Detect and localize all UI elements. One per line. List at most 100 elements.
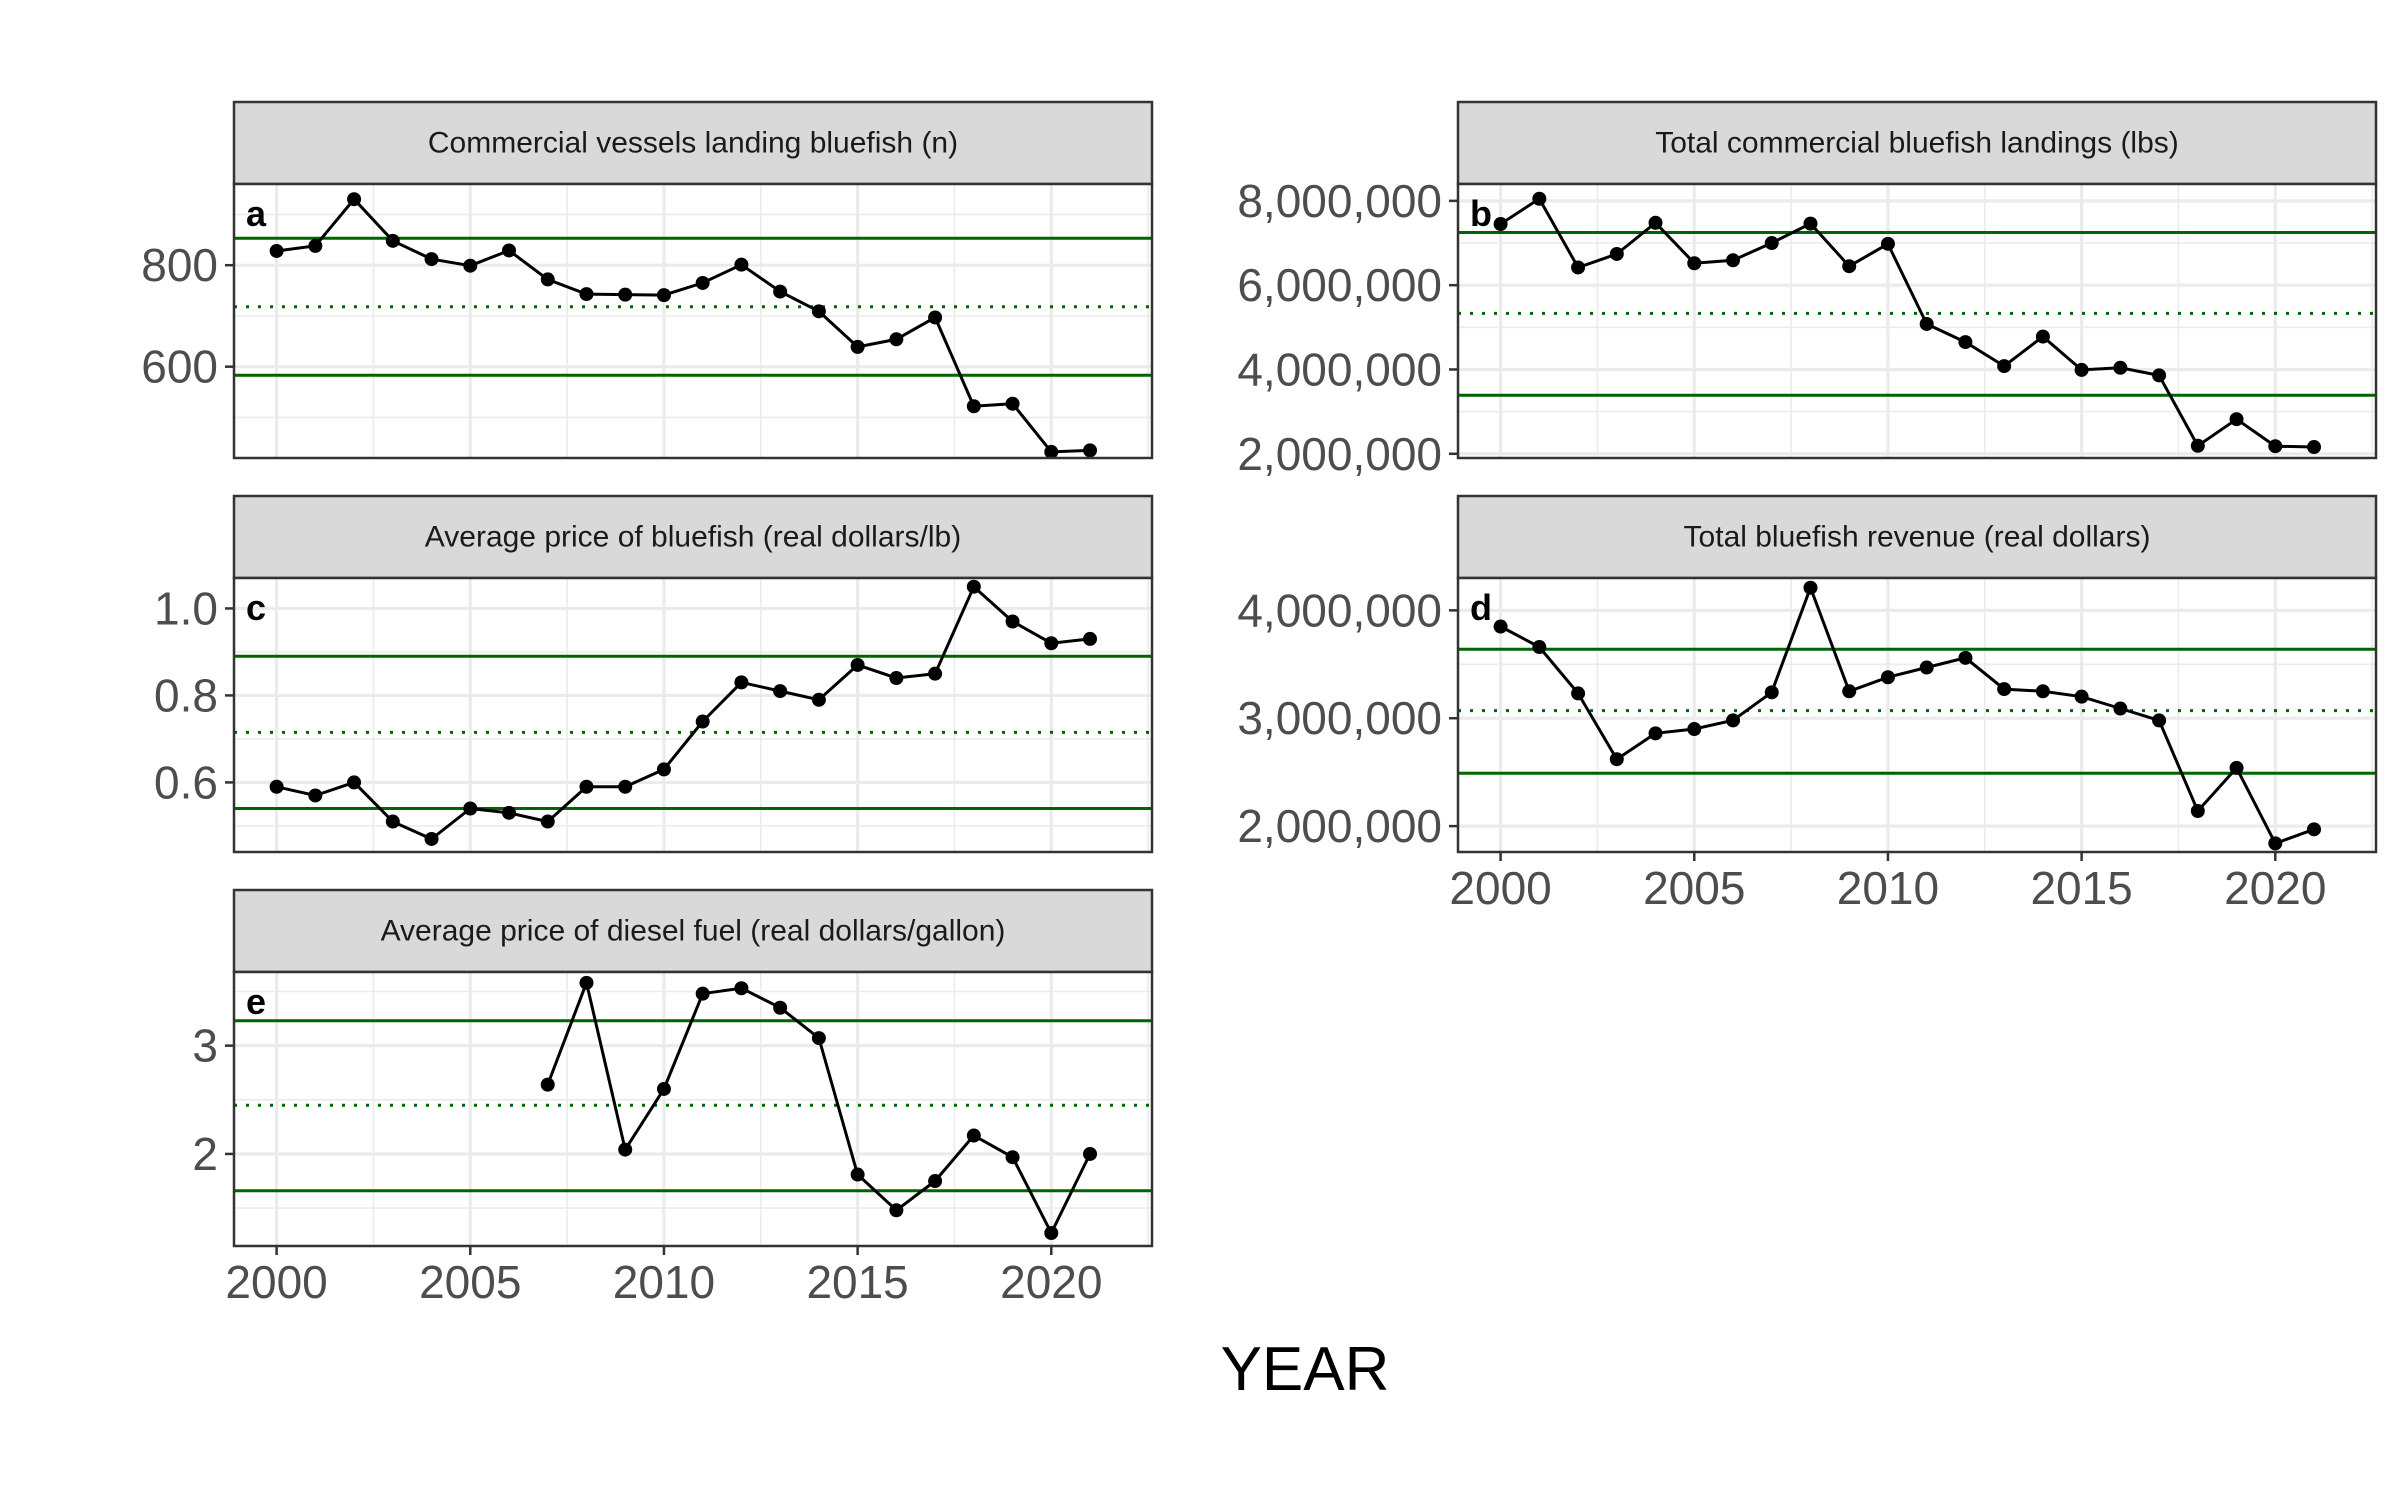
data-point: 2013: 748 — [773, 284, 788, 299]
data-point: 2013: 0.81 — [773, 684, 788, 699]
plot-area: 2000: 828 2001: 838 2002: 930 2003: 848 2004… — [234, 184, 1152, 458]
data-point: 2011: 0.74 — [695, 714, 710, 729]
data-point: 2006: 0.53 — [502, 805, 517, 820]
data-point: 2005: 0.54 — [463, 801, 478, 816]
data-point: 2002: 930 — [347, 192, 362, 207]
panel-e: Average price of diesel fuel (real dolla… — [192, 888, 1154, 1308]
data-point: 2000: 7450000 — [1493, 217, 1508, 232]
data-point: 2021: 2160000 — [2307, 440, 2322, 455]
data-point: 2006: 2980000 — [1726, 713, 1741, 728]
plot-border — [232, 576, 1154, 854]
y-tick-label: 0.6 — [154, 756, 218, 808]
data-point: 2003: 2620000 — [1609, 752, 1624, 767]
panels: Commercial vessels landing bluefish (n) 2… — [141, 100, 2378, 1308]
data-point: 2008: 3.58 — [579, 975, 594, 990]
data-point: 2001: 3660000 — [1532, 640, 1547, 655]
strip-header — [232, 100, 1154, 186]
data-point: 2019: 2540000 — [2229, 760, 2244, 775]
data-point: 2005: 2900000 — [1687, 722, 1702, 737]
series-line — [276, 196, 1091, 454]
data-point: 2010: 2.6 — [656, 1081, 671, 1096]
data-point: 2009: 742 — [618, 287, 633, 302]
data-point: 2017: 1.75 — [928, 1174, 943, 1189]
data-point: 2019: 527 — [1005, 396, 1020, 411]
data-point: 2003: 848 — [385, 233, 400, 248]
data-point: 2020: 2180000 — [2268, 439, 2283, 454]
data-point: 2002: 6420000 — [1571, 260, 1586, 275]
panel-a: Commercial vessels landing bluefish (n) 2… — [141, 100, 1154, 460]
data-point: 2007: 0.51 — [540, 814, 555, 829]
y-tick-label: 8,000,000 — [1237, 175, 1442, 227]
data-point: 2015: 639 — [850, 339, 865, 354]
plot-border — [1456, 182, 2378, 460]
series-line — [1499, 196, 2315, 449]
data-point: 2018: 522 — [966, 399, 981, 414]
y-tick-label: 1.0 — [154, 582, 218, 634]
plot-background — [1458, 578, 2376, 852]
y-tick-label: 4,000,000 — [1237, 343, 1442, 395]
data-point: 2010: 741 — [656, 288, 671, 303]
data-point: 2017: 3860000 — [2152, 368, 2167, 383]
data-point: 2007: 7000000 — [1764, 236, 1779, 251]
data-point: 2010: 6980000 — [1880, 236, 1895, 251]
data-point: 2012: 0.83 — [734, 675, 749, 690]
panel-title: Average price of bluefish (real dollars/… — [425, 521, 961, 554]
x-tick-label: 2000 — [1449, 862, 1551, 914]
data-point: 2014: 0.79 — [811, 692, 826, 707]
plot-area: 2000: 0.59 2001: 0.57 2002: 0.6 2003: 0.51 2… — [234, 578, 1152, 852]
y-tick-label: 4,000,000 — [1237, 584, 1442, 636]
data-point: 2015: 3200000 — [2074, 689, 2089, 704]
y-tick-label: 600 — [141, 341, 218, 393]
panel-b: Total commercial bluefish landings (lbs)… — [1237, 100, 2378, 480]
data-point: 2021: 1970000 — [2307, 822, 2322, 837]
data-point: 2008: 743 — [579, 287, 594, 302]
strip-header — [232, 888, 1154, 974]
data-point: 2004: 2860000 — [1648, 726, 1663, 741]
data-point: 2000: 828 — [269, 243, 284, 258]
data-point: 2017: 2980000 — [2152, 713, 2167, 728]
data-point: 2004: 812 — [424, 252, 439, 267]
data-point: 2005: 799 — [463, 258, 478, 273]
data-point: 2001: 0.57 — [308, 788, 323, 803]
y-tick-label: 0.8 — [154, 669, 218, 721]
data-point: 2012: 801 — [734, 257, 749, 272]
data-point: 2015: 3990000 — [2074, 362, 2089, 377]
data-point: 2009: 0.59 — [618, 779, 633, 794]
strip-header — [1456, 100, 2378, 186]
data-point: 2008: 4210000 — [1803, 580, 1818, 595]
plot-background — [234, 972, 1152, 1246]
data-point: 2006: 829 — [502, 243, 517, 258]
x-tick-label: 2015 — [2030, 862, 2132, 914]
data-point: 2013: 3.35 — [773, 1000, 788, 1015]
data-point: 2014: 3250000 — [2035, 684, 2050, 699]
data-point: 2003: 6740000 — [1609, 246, 1624, 261]
data-point: 2015: 1.81 — [850, 1167, 865, 1182]
plot-area: 2000: 7450000 2001: 8050000 2002: 6420000 2… — [1458, 184, 2376, 458]
plot-border — [232, 970, 1154, 1248]
data-point: 2020: 1840000 — [2268, 836, 2283, 851]
data-point: 2001: 838 — [308, 238, 323, 253]
y-tick-label: 6,000,000 — [1237, 259, 1442, 311]
data-point: 2014: 3.07 — [811, 1031, 826, 1046]
x-tick-label: 2020 — [1000, 1256, 1102, 1308]
data-point: 2004: 0.47 — [424, 831, 439, 846]
data-point: 2008: 0.59 — [579, 779, 594, 794]
data-point: 2007: 3240000 — [1764, 685, 1779, 700]
data-point: 2011: 5080000 — [1919, 316, 1934, 331]
data-point: 2013: 4080000 — [1997, 359, 2012, 374]
panel-title: Total commercial bluefish landings (lbs) — [1655, 127, 2179, 160]
x-tick-label: 2015 — [806, 1256, 908, 1308]
data-point: 2016: 4040000 — [2113, 360, 2128, 375]
data-point: 2020: 1.27 — [1044, 1226, 1059, 1241]
y-tick-label: 3,000,000 — [1237, 692, 1442, 744]
data-point: 2019: 0.97 — [1005, 614, 1020, 629]
y-tick-label: 2 — [192, 1128, 218, 1180]
data-point: 2021: 0.93 — [1083, 631, 1098, 646]
panel-title: Average price of diesel fuel (real dolla… — [381, 915, 1006, 948]
data-point: 2016: 3090000 — [2113, 701, 2128, 716]
plot-border — [1456, 576, 2378, 854]
strip-header — [1456, 494, 2378, 580]
plot-border — [232, 182, 1154, 460]
data-point: 2013: 3270000 — [1997, 682, 2012, 697]
